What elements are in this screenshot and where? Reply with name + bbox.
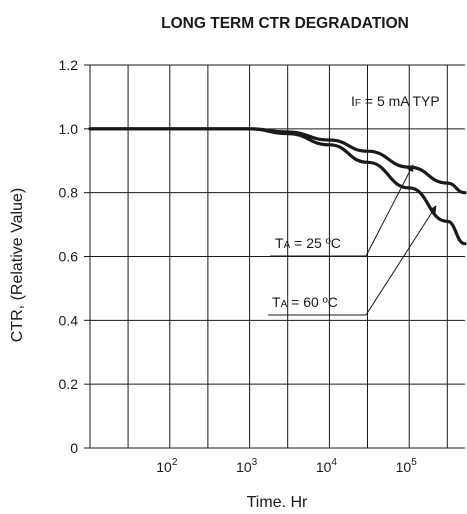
y-tick-labels: 0 0.2 0.4 0.6 0.8 1.0 1.2 <box>59 57 90 456</box>
y-axis-label: CTR, (Relative Value) <box>9 188 26 342</box>
y-tick-label: 0.6 <box>59 249 79 265</box>
y-tick-label: 0.4 <box>59 312 79 328</box>
x-tick-label: 103 <box>236 457 258 475</box>
x-tick-label: 102 <box>156 457 178 475</box>
leader-ta60 <box>268 205 437 316</box>
chart-title: LONG TERM CTR DEGRADATION <box>161 15 409 32</box>
x-tick-labels: 102 103 104 105 <box>156 457 417 475</box>
x-tick-label: 104 <box>316 457 338 475</box>
y-tick-label: 1.0 <box>59 121 79 137</box>
y-tick-label: 0.2 <box>59 376 79 392</box>
series-label-ta25: TA = 25 ºC <box>275 235 341 251</box>
annotations: IF = 5 mA TYP TA = 25 ºC TA = 60 ºC <box>268 93 440 316</box>
x-axis-label: Time. Hr <box>247 494 308 511</box>
x-tick-label: 105 <box>396 457 418 475</box>
condition-label: IF = 5 mA TYP <box>351 93 440 109</box>
leader-ta25 <box>270 164 414 257</box>
y-tick-label: 0.8 <box>59 185 79 201</box>
y-tick-label: 0 <box>70 440 78 456</box>
y-tick-label: 1.2 <box>59 57 79 73</box>
series-label-ta60: TA = 60 ºC <box>272 294 338 310</box>
